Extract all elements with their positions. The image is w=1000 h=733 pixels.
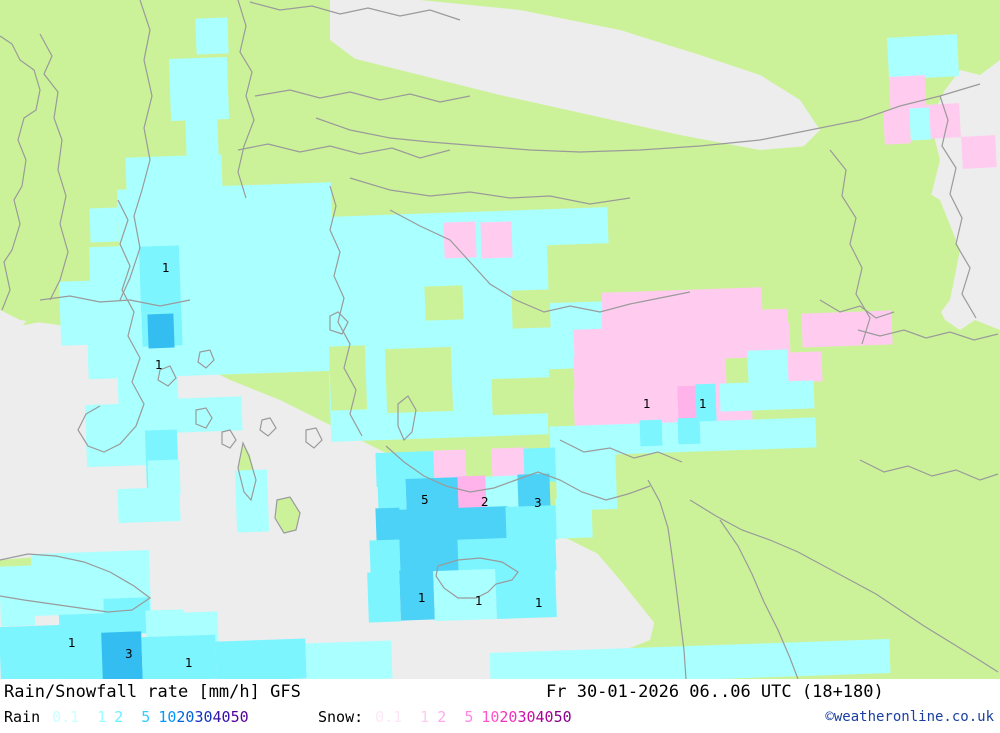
rain-tick-20: 20	[176, 708, 195, 726]
copyright-notice: ©weatheronline.co.uk	[825, 709, 994, 725]
rain-tick-2: 2	[114, 708, 124, 726]
precip-value-label: 1	[162, 261, 170, 275]
precipitation-map[interactable]: 1 1 1 1 5 2 3 1 1 1 1 3 1	[0, 0, 1000, 679]
precip-value-label: 5	[421, 493, 429, 507]
rain-tick-1: 1	[97, 708, 107, 726]
rain-tick-5: 5	[141, 708, 151, 726]
precip-value-label: 2	[481, 495, 489, 509]
snow-tick-1: 1	[420, 708, 430, 726]
rain-scale-label: Rain	[4, 708, 41, 726]
snow-tick-50: 50	[553, 708, 572, 726]
precip-value-label: 1	[185, 656, 193, 670]
snow-tick-10: 10	[481, 708, 500, 726]
rain-scale: Rain 0.1 1 2 5 1020304050	[4, 706, 249, 728]
precip-value-label: 1	[418, 591, 426, 605]
model-run-info: Fr 30-01-2026 06..06 UTC (18+180)	[546, 682, 884, 702]
precip-value-label: 1	[699, 397, 707, 411]
snow-tick-40: 40	[535, 708, 554, 726]
snow-scale: Snow: 0.1 1 2 5 1020304050	[318, 706, 572, 728]
precip-value-label: 1	[643, 397, 651, 411]
rain-tick-0.1: 0.1	[52, 708, 80, 726]
snow-tick-30: 30	[517, 708, 536, 726]
precip-value-label: 1	[535, 596, 543, 610]
rain-tick-list: 0.1 1 2 5 1020304050	[42, 708, 249, 726]
snow-tick-0.1: 0.1	[375, 708, 403, 726]
snow-tick-20: 20	[499, 708, 518, 726]
legend-footer: Rain/Snowfall rate [mm/h] GFS Fr 30-01-2…	[0, 679, 1000, 733]
rain-tick-40: 40	[212, 708, 231, 726]
snow-tick-list: 0.1 1 2 5 1020304050	[365, 708, 572, 726]
snow-scale-label: Snow:	[318, 708, 364, 726]
precip-value-label: 1	[475, 594, 483, 608]
page-title: Rain/Snowfall rate [mm/h] GFS	[4, 682, 301, 702]
snow-tick-2: 2	[437, 708, 447, 726]
rain-tick-30: 30	[194, 708, 213, 726]
rain-tick-10: 10	[158, 708, 177, 726]
snow-tick-5: 5	[464, 708, 474, 726]
rain-tick-50: 50	[230, 708, 249, 726]
precip-value-label: 3	[125, 647, 133, 661]
value-label-layer: 1 1 1 1 5 2 3 1 1 1 1 3 1	[68, 261, 707, 670]
precip-value-label: 3	[534, 496, 542, 510]
precip-value-label: 1	[155, 358, 163, 372]
precip-value-label: 1	[68, 636, 76, 650]
